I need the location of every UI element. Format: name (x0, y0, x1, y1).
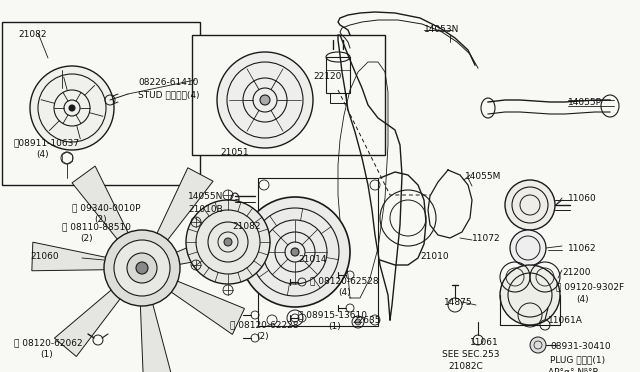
Text: PLUG プラグ(1): PLUG プラグ(1) (550, 355, 605, 364)
Text: Ⓑ 09120-9302F: Ⓑ 09120-9302F (556, 282, 624, 291)
Text: (2): (2) (80, 234, 93, 243)
Circle shape (291, 248, 299, 256)
Text: STUD スタッド(4): STUD スタッド(4) (138, 90, 200, 99)
Polygon shape (150, 168, 213, 253)
Text: AP°α° Nᴿ°R: AP°α° Nᴿ°R (548, 368, 599, 372)
Text: 21010B: 21010B (188, 205, 223, 214)
Text: 11060: 11060 (568, 194, 596, 203)
Text: ⓦ 08915-13610: ⓦ 08915-13610 (298, 310, 367, 319)
Circle shape (355, 319, 361, 325)
Circle shape (505, 180, 555, 230)
Text: 14055P: 14055P (568, 98, 602, 107)
Bar (326, 57, 350, 93)
Text: 11061: 11061 (470, 338, 499, 347)
Text: (1): (1) (328, 322, 340, 331)
Polygon shape (157, 275, 244, 334)
Text: 22120: 22120 (313, 72, 341, 81)
Circle shape (114, 240, 170, 296)
Circle shape (240, 197, 350, 307)
Text: 22635: 22635 (352, 316, 381, 325)
Bar (2, 22, 200, 185)
Polygon shape (160, 224, 253, 267)
Text: 21200: 21200 (562, 268, 591, 277)
Polygon shape (140, 287, 172, 372)
Text: Ⓑ 08110-88510: Ⓑ 08110-88510 (62, 222, 131, 231)
Polygon shape (54, 279, 131, 356)
Circle shape (224, 238, 232, 246)
Polygon shape (32, 242, 122, 271)
Text: Ⓑ 08120-62062: Ⓑ 08120-62062 (14, 338, 83, 347)
Circle shape (127, 253, 157, 283)
Text: (2): (2) (256, 332, 269, 341)
Circle shape (260, 95, 270, 105)
Text: 21051: 21051 (220, 148, 248, 157)
Text: 11061A: 11061A (548, 316, 583, 325)
Circle shape (510, 230, 546, 266)
Text: 14875: 14875 (444, 298, 472, 307)
Text: 08931-30410: 08931-30410 (550, 342, 611, 351)
Text: ⓝ08911-10637: ⓝ08911-10637 (14, 138, 80, 147)
Circle shape (136, 262, 148, 274)
Text: (4): (4) (36, 150, 49, 159)
Text: 11072: 11072 (472, 234, 500, 243)
Text: 11062: 11062 (568, 244, 596, 253)
Bar (192, 35, 385, 155)
Bar (258, 178, 378, 326)
Text: 21082: 21082 (18, 30, 47, 39)
Text: 21010: 21010 (420, 252, 449, 261)
Text: 14055M: 14055M (465, 172, 501, 181)
Text: (2): (2) (94, 215, 107, 224)
Text: 21082C: 21082C (448, 362, 483, 371)
Text: ⓥ 09340-0010P: ⓥ 09340-0010P (72, 203, 141, 212)
Text: 14053N: 14053N (424, 25, 460, 34)
Text: (4): (4) (338, 288, 351, 297)
Text: 21082: 21082 (232, 222, 260, 231)
Bar (330, 93, 346, 103)
Text: Ⓑ 08120-62228: Ⓑ 08120-62228 (230, 320, 298, 329)
Circle shape (500, 265, 560, 325)
Circle shape (530, 337, 546, 353)
Text: (4): (4) (576, 295, 589, 304)
Text: Ⓑ 08120-62528: Ⓑ 08120-62528 (310, 276, 379, 285)
Text: 08226-61410: 08226-61410 (138, 78, 198, 87)
Polygon shape (72, 166, 136, 253)
Circle shape (217, 52, 313, 148)
Text: SEE SEC.253: SEE SEC.253 (442, 350, 499, 359)
Circle shape (30, 66, 114, 150)
Circle shape (186, 200, 270, 284)
Text: 14055N: 14055N (188, 192, 223, 201)
Circle shape (104, 230, 180, 306)
Circle shape (69, 105, 75, 111)
Text: 21014: 21014 (298, 255, 326, 264)
Text: 21060: 21060 (30, 252, 59, 261)
Text: (1): (1) (40, 350, 52, 359)
